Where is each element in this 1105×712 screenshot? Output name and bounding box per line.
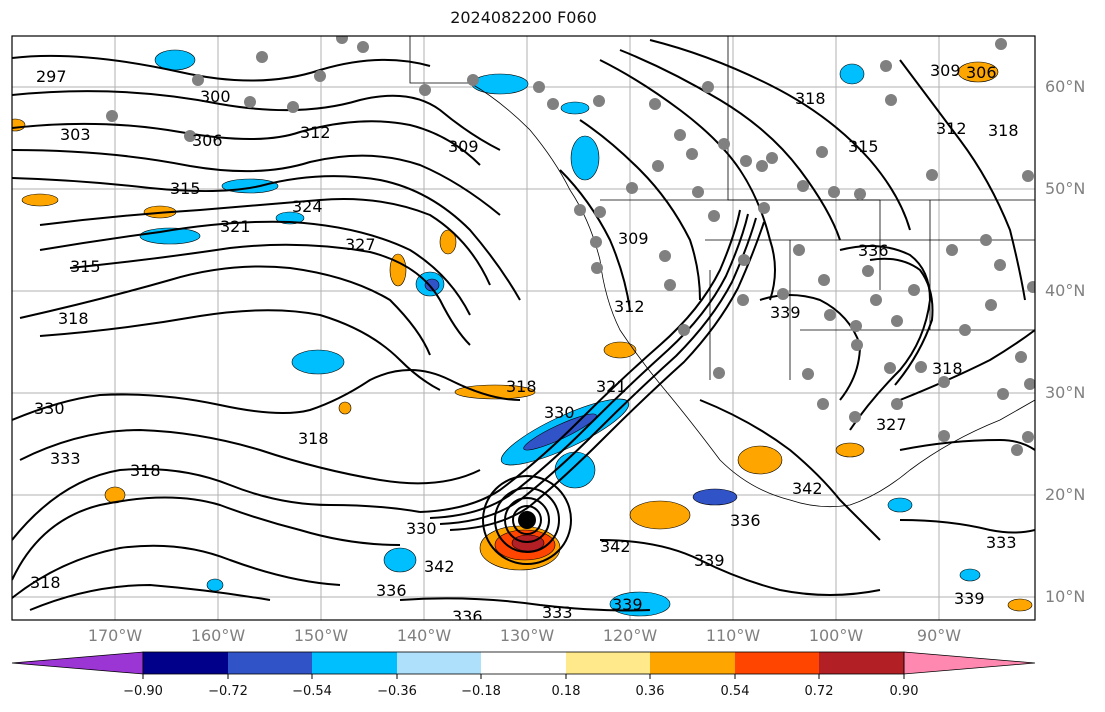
colorbar-segment bbox=[566, 652, 650, 674]
contour-label: 318 bbox=[30, 573, 61, 592]
contour-label: 297 bbox=[36, 67, 67, 86]
contours bbox=[12, 39, 1035, 612]
lon-label: 170°W bbox=[87, 626, 143, 645]
colorbar-tick-label: −0.54 bbox=[292, 684, 332, 699]
colorbar-tick-label: 0.36 bbox=[635, 684, 665, 699]
colorbar-tick-label: −0.18 bbox=[461, 684, 501, 699]
lat-label: 50°N bbox=[1045, 179, 1086, 198]
contour-label: 318 bbox=[932, 359, 963, 378]
colorbar-tick-label: −0.72 bbox=[208, 684, 248, 699]
colorbar-segment bbox=[397, 652, 481, 674]
colorbar-extend-min bbox=[11, 651, 144, 675]
colorbar-segment bbox=[143, 652, 228, 674]
colorbar-segment bbox=[735, 652, 819, 674]
map-title: 2024082200 F060 bbox=[450, 8, 597, 27]
contour-label: 306 bbox=[966, 63, 997, 82]
contour-label: 324 bbox=[292, 197, 323, 216]
contour-label: 312 bbox=[300, 123, 331, 142]
contour-label: 333 bbox=[50, 449, 81, 468]
lat-label: 20°N bbox=[1045, 485, 1086, 504]
contour-label: 300 bbox=[200, 87, 231, 106]
lon-label: 150°W bbox=[293, 626, 349, 645]
contour-label: 318 bbox=[506, 377, 537, 396]
lat-label: 10°N bbox=[1045, 587, 1086, 606]
contour-label: 333 bbox=[986, 533, 1017, 552]
lon-label: 120°W bbox=[602, 626, 658, 645]
lon-label: 90°W bbox=[916, 626, 962, 645]
contour-label: 321 bbox=[220, 217, 251, 236]
colorbar-segment bbox=[650, 652, 735, 674]
contour-label: 339 bbox=[612, 595, 643, 614]
contour-label: 309 bbox=[930, 61, 961, 80]
contour-label: 318 bbox=[298, 429, 329, 448]
colorbar-extend-max bbox=[903, 651, 1036, 675]
contour-label: 330 bbox=[34, 399, 65, 418]
contour-label: 315 bbox=[70, 257, 101, 276]
lat-label: 30°N bbox=[1045, 383, 1086, 402]
contour-label: 342 bbox=[600, 537, 631, 556]
contour-label: 342 bbox=[424, 557, 455, 576]
contour-label: 336 bbox=[376, 581, 407, 600]
contour-label: 333 bbox=[542, 603, 573, 622]
lat-label: 60°N bbox=[1045, 77, 1086, 96]
contour-label: 318 bbox=[988, 121, 1019, 140]
contour-label: 342 bbox=[792, 479, 823, 498]
lon-label: 160°W bbox=[190, 626, 246, 645]
contour-label: 312 bbox=[936, 119, 967, 138]
station-dots bbox=[106, 36, 1035, 456]
contour-label: 303 bbox=[60, 125, 91, 144]
colorbar-frame bbox=[142, 651, 905, 675]
contour-label: 330 bbox=[406, 519, 437, 538]
contour-label: 336 bbox=[730, 511, 761, 530]
contour-label: 306 bbox=[192, 131, 223, 150]
contour-label: 315 bbox=[170, 179, 201, 198]
lon-label: 140°W bbox=[396, 626, 452, 645]
colorbar-segment bbox=[312, 652, 397, 674]
lat-label: 40°N bbox=[1045, 281, 1086, 300]
contour-label: 327 bbox=[876, 415, 907, 434]
contour-label: 321 bbox=[596, 377, 627, 396]
contour-label: 339 bbox=[694, 551, 725, 570]
contour-label: 309 bbox=[618, 229, 649, 248]
colorbar-tick-label: −0.36 bbox=[377, 684, 417, 699]
cyclone-core bbox=[518, 511, 536, 529]
contour-label: 330 bbox=[544, 403, 575, 422]
colorbar-tick-label: 0.54 bbox=[720, 684, 750, 699]
colorbar-segment bbox=[481, 652, 566, 674]
contour-label: 315 bbox=[848, 137, 879, 156]
contour-label: 318 bbox=[130, 461, 161, 480]
colorbar bbox=[11, 651, 1036, 679]
contour-label: 339 bbox=[954, 589, 985, 608]
lon-label: 110°W bbox=[705, 626, 761, 645]
colorbar-tick-label: 0.72 bbox=[804, 684, 834, 699]
lon-label: 100°W bbox=[808, 626, 864, 645]
contour-label: 309 bbox=[448, 137, 479, 156]
contour-label: 312 bbox=[614, 297, 645, 316]
contour-label: 318 bbox=[795, 89, 826, 108]
contour-label: 327 bbox=[345, 235, 376, 254]
colorbar-segment bbox=[819, 652, 904, 674]
contour-label: 339 bbox=[770, 303, 801, 322]
plot-frame bbox=[11, 35, 1036, 621]
contour-label: 336 bbox=[452, 607, 483, 626]
colorbar-tick-label: 0.90 bbox=[889, 684, 919, 699]
contour-labels: 297 300 303 306 312 309 315 321 324 327 … bbox=[30, 61, 1019, 626]
contour-label: 318 bbox=[58, 309, 89, 328]
colorbar-tick-label: −0.90 bbox=[123, 684, 163, 699]
lon-label: 130°W bbox=[499, 626, 555, 645]
shaded-anomalies bbox=[12, 49, 1033, 617]
colorbar-tick-label: 0.18 bbox=[551, 684, 581, 699]
contour-label: 336 bbox=[858, 241, 889, 260]
colorbar-segment bbox=[228, 652, 312, 674]
